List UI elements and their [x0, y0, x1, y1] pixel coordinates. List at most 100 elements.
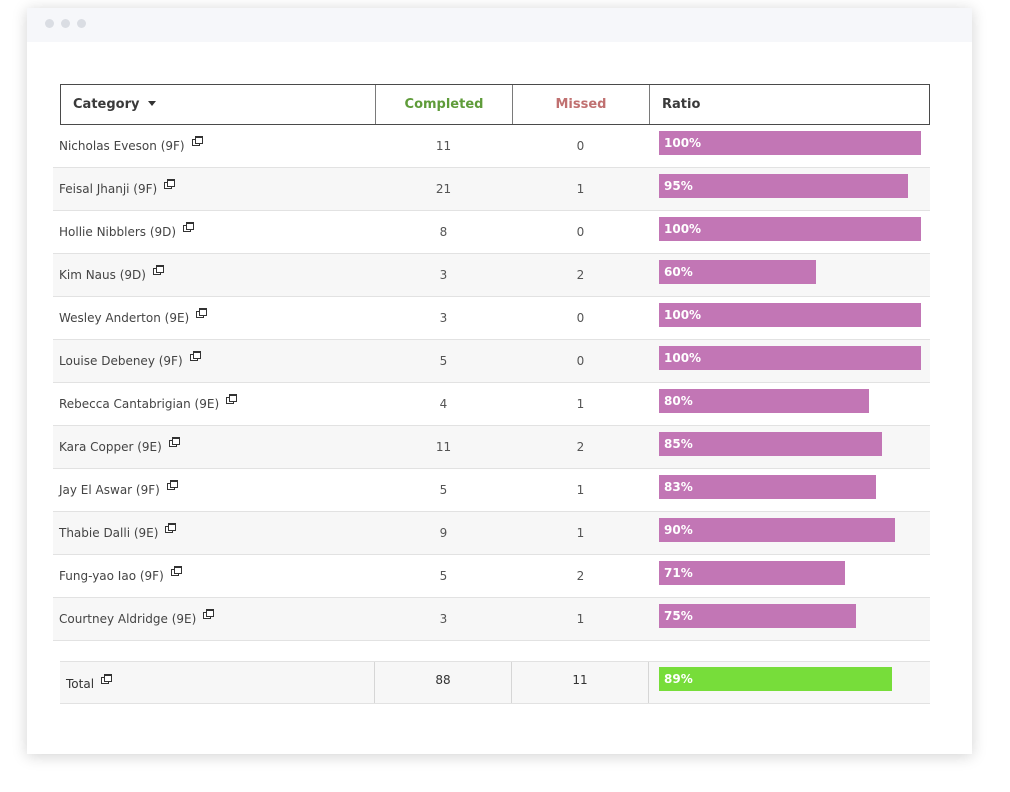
ratio-bar	[659, 561, 845, 585]
window-dot-icon	[77, 19, 86, 28]
external-link-icon[interactable]	[196, 308, 208, 318]
external-link-icon[interactable]	[183, 222, 195, 232]
total-label: Total	[66, 677, 95, 691]
external-link-icon[interactable]	[165, 523, 177, 533]
ratio-label: 71%	[664, 566, 693, 580]
completed-cell: 5	[439, 483, 448, 497]
ratio-bar	[659, 389, 869, 413]
missed-cell: 1	[576, 526, 585, 540]
external-link-icon[interactable]	[203, 609, 215, 619]
table-row: Rebecca Cantabrigian (9E) 4 1 80%	[53, 383, 930, 426]
total-missed: 11	[512, 662, 649, 703]
student-name-cell: Fung-yao Iao (9F)	[59, 555, 369, 597]
missed-cell: 2	[576, 569, 585, 583]
ratio-bar	[659, 260, 816, 284]
ratio-bar	[659, 518, 895, 542]
completed-cell: 3	[439, 612, 448, 626]
external-link-icon[interactable]	[226, 394, 238, 404]
completed-cell: 21	[435, 182, 452, 196]
caret-down-icon[interactable]	[148, 101, 157, 106]
completed-cell: 11	[435, 440, 452, 454]
external-link-icon[interactable]	[164, 179, 176, 189]
external-link-icon[interactable]	[152, 265, 164, 275]
student-name: Fung-yao Iao (9F)	[59, 569, 164, 583]
student-name: Kim Naus (9D)	[59, 268, 146, 282]
table-row: Hollie Nibblers (9D) 8 0 100%	[53, 211, 930, 254]
ratio-cell: 100%	[659, 297, 921, 339]
ratio-cell: 100%	[659, 125, 921, 167]
student-name: Thabie Dalli (9E)	[59, 526, 159, 540]
ratio-bar	[659, 475, 876, 499]
app-window: Category Completed Missed Ratio Nicholas…	[27, 8, 972, 754]
ratio-label: 100%	[664, 351, 702, 365]
window-titlebar	[27, 8, 972, 42]
missed-cell: 2	[576, 268, 585, 282]
missed-cell: 0	[576, 139, 585, 153]
completed-cell: 4	[439, 397, 448, 411]
student-name-cell: Thabie Dalli (9E)	[59, 512, 369, 554]
ratio-label: 60%	[664, 265, 693, 279]
table-row: Courtney Aldridge (9E) 3 1 75%	[53, 598, 930, 641]
total-row: Total 88 11 89%	[60, 661, 930, 704]
table-row: Jay El Aswar (9F) 5 1 83%	[53, 469, 930, 512]
ratio-cell: 83%	[659, 469, 921, 511]
ratio-bar	[659, 432, 882, 456]
missed-column-header[interactable]: Missed	[513, 85, 650, 124]
student-name-cell: Feisal Jhanji (9F)	[59, 168, 369, 210]
table-row: Thabie Dalli (9E) 9 1 90%	[53, 512, 930, 555]
student-name-cell: Courtney Aldridge (9E)	[59, 598, 369, 640]
missed-cell: 2	[576, 440, 585, 454]
ratio-cell: 90%	[659, 512, 921, 554]
window-dot-icon	[45, 19, 54, 28]
student-name: Rebecca Cantabrigian (9E)	[59, 397, 220, 411]
ratio-label: 100%	[664, 136, 702, 150]
completed-cell: 5	[439, 569, 448, 583]
completed-cell: 5	[439, 354, 448, 368]
total-ratio-cell: 89%	[659, 662, 921, 703]
table-row: Kara Copper (9E) 11 2 85%	[53, 426, 930, 469]
ratio-label: 100%	[664, 308, 702, 322]
ratio-cell: 95%	[659, 168, 921, 210]
student-name-cell: Nicholas Eveson (9F)	[59, 125, 369, 167]
student-name-cell: Kara Copper (9E)	[59, 426, 369, 468]
ratio-cell: 75%	[659, 598, 921, 640]
table-row: Kim Naus (9D) 3 2 60%	[53, 254, 930, 297]
completed-cell: 8	[439, 225, 448, 239]
table-header: Category Completed Missed Ratio	[60, 84, 930, 125]
student-name: Wesley Anderton (9E)	[59, 311, 190, 325]
ratio-label: 75%	[664, 609, 693, 623]
ratio-column-header[interactable]: Ratio	[662, 97, 701, 112]
student-name-cell: Hollie Nibblers (9D)	[59, 211, 369, 253]
ratio-cell: 100%	[659, 211, 921, 253]
total-name-cell: Total	[60, 662, 375, 703]
missed-cell: 1	[576, 397, 585, 411]
ratio-cell: 85%	[659, 426, 921, 468]
ratio-label: 83%	[664, 480, 693, 494]
total-ratio-bar	[659, 667, 892, 691]
ratio-bar	[659, 346, 921, 370]
external-link-icon[interactable]	[168, 437, 180, 447]
ratio-bar	[659, 604, 856, 628]
external-link-icon[interactable]	[101, 674, 113, 684]
total-ratio-label: 89%	[664, 672, 693, 686]
ratio-label: 95%	[664, 179, 693, 193]
student-name: Jay El Aswar (9F)	[59, 483, 160, 497]
student-name: Louise Debeney (9F)	[59, 354, 183, 368]
missed-cell: 0	[576, 354, 585, 368]
student-name-cell: Kim Naus (9D)	[59, 254, 369, 296]
student-name-cell: Jay El Aswar (9F)	[59, 469, 369, 511]
ratio-bar	[659, 217, 921, 241]
external-link-icon[interactable]	[189, 351, 201, 361]
completed-cell: 11	[435, 139, 452, 153]
ratio-cell: 80%	[659, 383, 921, 425]
student-name: Feisal Jhanji (9F)	[59, 182, 158, 196]
external-link-icon[interactable]	[170, 566, 182, 576]
external-link-icon[interactable]	[166, 480, 178, 490]
table-row: Fung-yao Iao (9F) 5 2 71%	[53, 555, 930, 598]
category-column-header[interactable]: Category	[61, 85, 376, 124]
missed-cell: 0	[576, 225, 585, 239]
external-link-icon[interactable]	[191, 136, 203, 146]
student-name-cell: Louise Debeney (9F)	[59, 340, 369, 382]
total-completed: 88	[375, 662, 512, 703]
completed-column-header[interactable]: Completed	[376, 85, 513, 124]
